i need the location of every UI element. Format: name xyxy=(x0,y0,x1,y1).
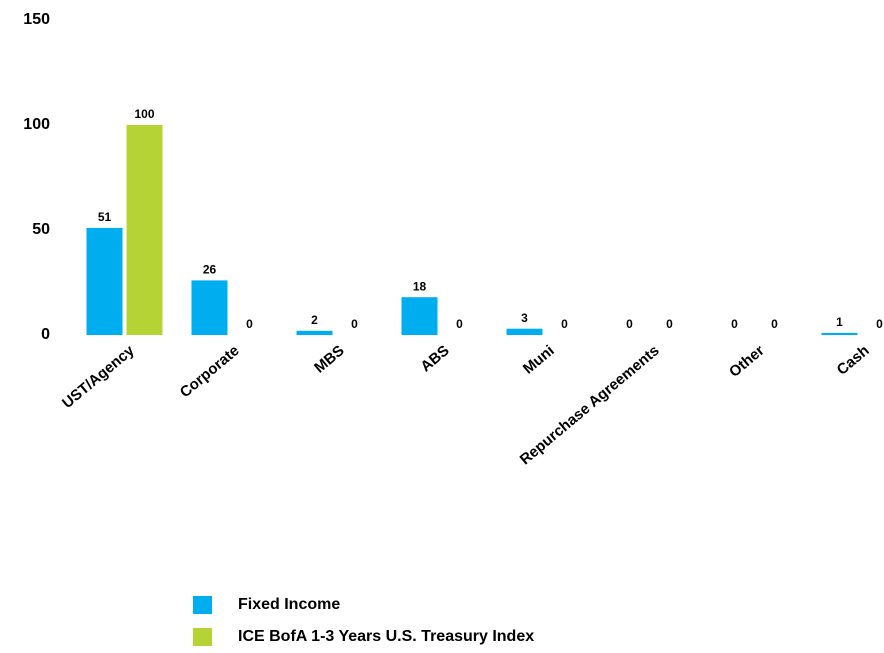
value-label: 3 xyxy=(521,311,528,325)
value-label: 0 xyxy=(456,317,463,331)
value-label: 0 xyxy=(666,317,673,331)
value-label: 1 xyxy=(836,315,843,329)
y-tick-label: 0 xyxy=(41,326,50,343)
x-tick-label: UST/Agency xyxy=(59,342,138,412)
x-tick-label: Muni xyxy=(520,342,558,378)
y-tick-label: 150 xyxy=(23,11,50,28)
value-label: 0 xyxy=(561,317,568,331)
y-tick-label: 50 xyxy=(32,221,50,238)
x-tick-label: MBS xyxy=(311,342,347,376)
value-label: 0 xyxy=(771,317,778,331)
value-label: 51 xyxy=(98,210,112,224)
value-label: 100 xyxy=(134,107,154,121)
legend-swatch xyxy=(193,596,212,614)
value-label: 0 xyxy=(876,317,883,331)
value-label: 0 xyxy=(246,317,253,331)
value-label: 0 xyxy=(731,317,738,331)
legend-label: Fixed Income xyxy=(238,596,340,613)
y-tick-label: 100 xyxy=(23,116,50,133)
bar xyxy=(821,332,858,335)
bar xyxy=(506,328,543,335)
x-tick-label: Cash xyxy=(834,342,873,379)
x-tick-label: ABS xyxy=(417,342,452,375)
value-label: 0 xyxy=(351,317,358,331)
bar xyxy=(191,280,228,335)
legend-label: ICE BofA 1-3 Years U.S. Treasury Index xyxy=(238,628,534,645)
bar xyxy=(401,297,438,335)
x-tick-label: Other xyxy=(726,342,768,381)
legend-swatch xyxy=(193,628,212,646)
value-label: 26 xyxy=(203,263,217,277)
value-label: 0 xyxy=(626,317,633,331)
bar xyxy=(86,227,123,335)
x-tick-label: Corporate xyxy=(177,342,243,401)
value-label: 2 xyxy=(311,313,318,327)
bar xyxy=(126,125,163,335)
value-label: 18 xyxy=(413,279,427,293)
bar xyxy=(296,330,333,335)
